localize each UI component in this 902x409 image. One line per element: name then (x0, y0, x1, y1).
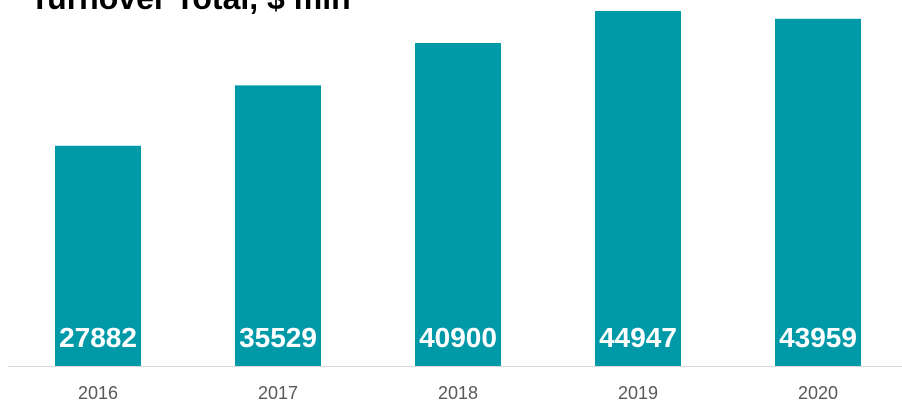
data-label: 40900 (419, 322, 497, 353)
bar (235, 85, 321, 366)
data-label: 35529 (239, 322, 317, 353)
bar (415, 42, 501, 366)
x-tick-label: 2016 (78, 383, 118, 403)
x-tick-label: 2018 (438, 383, 478, 403)
bar (775, 18, 861, 367)
data-label: 27882 (59, 322, 137, 353)
chart-title: Turnover Total, $ mln (30, 0, 351, 16)
data-label: 44947 (599, 322, 677, 353)
bar (55, 145, 141, 366)
x-tick-label: 2017 (258, 383, 298, 403)
bar (595, 11, 681, 366)
x-tick-label: 2020 (798, 383, 838, 403)
x-tick-label: 2019 (618, 383, 658, 403)
data-label: 43959 (779, 322, 857, 353)
